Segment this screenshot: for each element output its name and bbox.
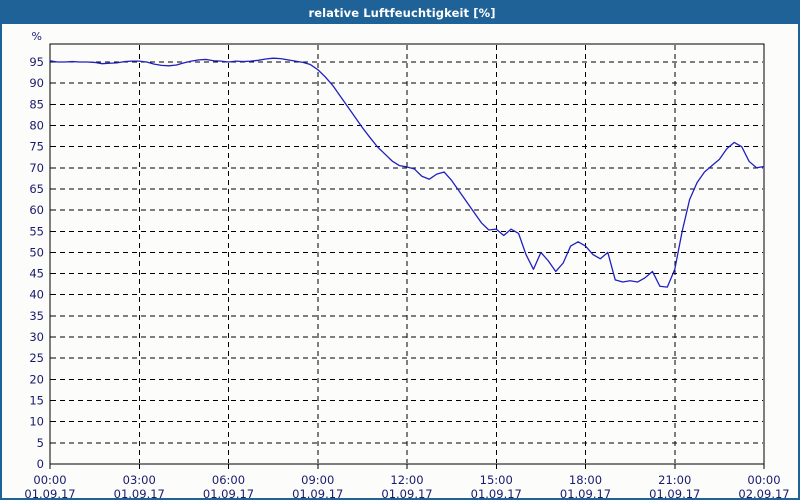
y-tick-label: 10: [29, 415, 44, 429]
x-tick-date: 01.09.17: [203, 487, 254, 498]
y-tick-label: 75: [29, 140, 44, 154]
x-tick-time: 03:00: [123, 473, 156, 487]
window-title: relative Luftfeuchtigkeit [%]: [308, 6, 496, 20]
y-tick-label: 45: [29, 267, 44, 281]
series-line: [49, 57, 765, 288]
x-tick-date: 01.09.17: [649, 487, 700, 498]
y-axis-unit-label: %: [32, 30, 42, 43]
x-tick-date: 01.09.17: [114, 487, 165, 498]
x-tick-date: 01.09.17: [292, 487, 343, 498]
humidity-line-chart: 0 5 10 15 20 25 30 35 40 45 50 55 60 65 70 75 80 85 90 95 0…: [24, 30, 790, 498]
window-titlebar: relative Luftfeuchtigkeit [%]: [2, 2, 798, 24]
y-tick-label: 55: [29, 224, 44, 238]
x-tick-time: 09:00: [301, 473, 334, 487]
y-tick-label: 35: [29, 309, 44, 323]
x-tick-time: 15:00: [480, 473, 513, 487]
y-axis-unit: %: [32, 30, 42, 43]
y-tick-label: 65: [29, 182, 44, 196]
y-tick-label: 85: [29, 97, 44, 111]
x-tick-time: 18:00: [569, 473, 602, 487]
x-tick-time: 06:00: [212, 473, 245, 487]
y-tick-label: 90: [29, 76, 44, 90]
x-tick-date: 01.09.17: [381, 487, 432, 498]
x-axis-ticks: 00:0001.09.1703:0001.09.1706:0001.09.170…: [24, 464, 790, 498]
y-tick-label: 50: [29, 245, 44, 259]
x-tick-time: 00:00: [747, 473, 780, 487]
y-tick-label: 60: [29, 203, 44, 217]
data-series: [49, 57, 765, 288]
x-tick-date: 01.09.17: [560, 487, 611, 498]
x-tick-date: 01.09.17: [471, 487, 522, 498]
y-tick-label: 15: [29, 394, 44, 408]
x-tick-time: 12:00: [390, 473, 423, 487]
y-tick-label: 95: [29, 55, 44, 69]
x-tick-date: 01.09.17: [24, 487, 75, 498]
x-tick-time: 21:00: [658, 473, 691, 487]
y-tick-label: 30: [29, 330, 44, 344]
chart-plot-area: 0 5 10 15 20 25 30 35 40 45 50 55 60 65 70 75 80 85 90 95 0…: [2, 24, 798, 498]
y-tick-label: 40: [29, 288, 44, 302]
y-tick-label: 80: [29, 118, 44, 132]
x-tick-date: 02.09.17: [738, 487, 789, 498]
grid-lines: [51, 45, 763, 463]
y-axis-ticks: 0 5 10 15 20 25 30 35 40 45 50 55 60 65 70 75 80 85 90 95: [29, 55, 54, 471]
y-tick-label: 0: [37, 457, 44, 471]
y-tick-label: 25: [29, 351, 44, 365]
y-tick-label: 20: [29, 372, 44, 386]
y-tick-label: 70: [29, 161, 44, 175]
y-tick-label: 5: [37, 436, 44, 450]
x-tick-time: 00:00: [33, 473, 66, 487]
